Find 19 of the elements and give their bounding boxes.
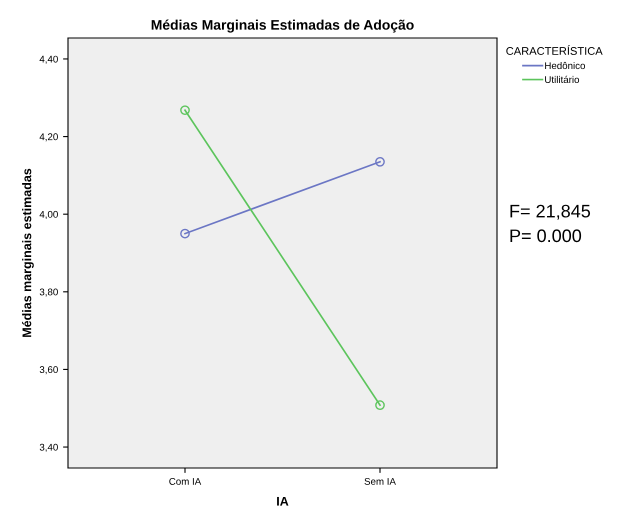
legend-title: CARACTERÍSTICA bbox=[506, 45, 603, 55]
y-tick-label: 4,20 bbox=[40, 133, 58, 142]
point bbox=[180, 105, 190, 116]
x-tick-label: Sem IA bbox=[364, 478, 396, 485]
point bbox=[375, 156, 385, 167]
y-tick-label: 3,80 bbox=[40, 288, 58, 297]
x-axis-title: IA bbox=[277, 496, 288, 506]
text: F= 21,845 P= 0.000 bbox=[510, 204, 590, 242]
chart-title: Médias Marginais Estimadas de Adoção bbox=[152, 19, 414, 33]
y-tick-label: 4,00 bbox=[40, 210, 58, 219]
y-tick-label: 3,60 bbox=[40, 366, 58, 374]
y-tick-label: 4,40 bbox=[40, 56, 58, 64]
legend-label: Utilitário bbox=[545, 76, 580, 84]
legend-label: Hedônico bbox=[545, 62, 586, 70]
point bbox=[375, 400, 385, 410]
y-axis-title: Médias marginais estimadas bbox=[22, 168, 34, 337]
x-tick-label: Com IA bbox=[169, 478, 202, 485]
y-tick-label: 3,40 bbox=[40, 444, 58, 452]
point bbox=[180, 228, 190, 238]
